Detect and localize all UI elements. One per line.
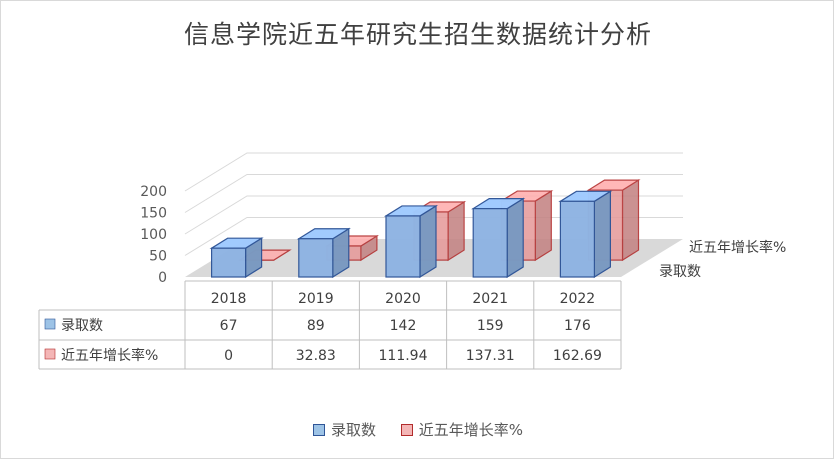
table-legend-key bbox=[45, 349, 55, 359]
legend-item-admissions: 录取数 bbox=[313, 419, 376, 440]
category-label: 2021 bbox=[472, 291, 508, 307]
bar-admissions-front bbox=[386, 216, 420, 277]
bar-growth-rate-side bbox=[623, 180, 639, 260]
category-label: 2018 bbox=[211, 291, 247, 307]
table-value: 89 bbox=[307, 318, 325, 334]
bar-admissions-front bbox=[299, 239, 333, 277]
depth-label-admissions: 录取数 bbox=[659, 264, 701, 280]
table-value: 111.94 bbox=[379, 348, 428, 364]
table-value: 159 bbox=[477, 318, 504, 334]
legend-swatch-admissions bbox=[313, 424, 325, 436]
table-series-label: 近五年增长率% bbox=[61, 347, 158, 364]
bar-admissions-front bbox=[560, 201, 594, 277]
y-tick-label: 150 bbox=[140, 206, 167, 222]
table-series-label: 录取数 bbox=[61, 318, 103, 334]
table-value: 0 bbox=[224, 348, 233, 364]
bar-growth-rate-side bbox=[535, 191, 551, 260]
bar-admissions bbox=[473, 199, 523, 277]
table-value: 32.83 bbox=[296, 348, 336, 364]
bar-admissions-front bbox=[473, 209, 507, 277]
table-value: 162.69 bbox=[553, 348, 602, 364]
y-tick-label: 50 bbox=[149, 249, 167, 265]
legend-label-admissions: 录取数 bbox=[331, 421, 376, 439]
y-axis: 0 50 100 150 200 bbox=[140, 184, 167, 286]
bar-admissions-side bbox=[594, 191, 610, 277]
category-label: 2019 bbox=[298, 291, 334, 307]
legend-swatch-growth-rate bbox=[401, 424, 413, 436]
bar-admissions bbox=[560, 191, 610, 277]
legend-label-growth-rate: 近五年增长率% bbox=[419, 421, 523, 439]
table-value: 137.31 bbox=[466, 348, 515, 364]
bar-admissions bbox=[212, 238, 262, 277]
y-tick-label: 200 bbox=[140, 184, 167, 200]
category-label: 2022 bbox=[560, 291, 596, 307]
data-table: 2018 2019 2020 2021 2022 录取数 67 89 142 159 176 近五年增… bbox=[39, 281, 621, 369]
bar-admissions-side bbox=[420, 206, 436, 277]
depth-label-growth-rate: 近五年增长率% bbox=[689, 239, 786, 256]
bar-admissions-side bbox=[507, 199, 523, 277]
table-value: 142 bbox=[390, 318, 417, 334]
y-tick-label: 0 bbox=[158, 270, 167, 286]
depth-axis: 近五年增长率% 录取数 bbox=[659, 239, 786, 280]
y-tick-label: 100 bbox=[140, 227, 167, 243]
table-value: 176 bbox=[564, 318, 591, 334]
legend-item-growth-rate: 近五年增长率% bbox=[401, 419, 523, 440]
category-label: 2020 bbox=[385, 291, 421, 307]
table-value: 67 bbox=[220, 318, 238, 334]
table-legend-key bbox=[45, 319, 55, 329]
bar-admissions bbox=[386, 206, 436, 277]
bar-admissions bbox=[299, 229, 349, 277]
chart-legend: 录取数 近五年增长率% bbox=[1, 419, 834, 440]
bar-admissions-front bbox=[212, 248, 246, 277]
